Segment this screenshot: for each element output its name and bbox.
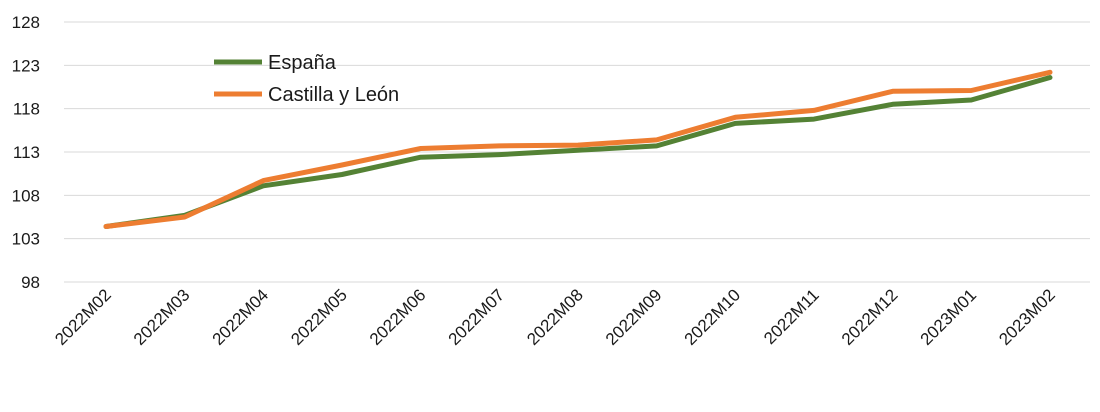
data-point [733, 115, 738, 120]
data-point [182, 215, 187, 220]
x-tick-label: 2022M10 [681, 285, 745, 349]
data-point [890, 89, 895, 94]
x-axis-tick-labels: 2022M02 2022M03 2022M04 2022M05 2022M06 2022M… [51, 285, 1059, 349]
data-point [340, 172, 345, 177]
data-point [969, 88, 974, 93]
data-point [497, 152, 502, 157]
legend: España Castilla y León [214, 52, 399, 106]
x-tick-label: 2022M11 [760, 285, 823, 348]
x-tick-label: 2022M05 [287, 285, 351, 349]
y-tick-label: 118 [13, 100, 40, 119]
series-line-0 [103, 75, 1053, 229]
data-point [104, 224, 109, 229]
data-point [497, 143, 502, 148]
data-point [576, 148, 581, 153]
y-tick-label: 113 [13, 143, 40, 162]
data-point [812, 117, 817, 122]
data-point [418, 155, 423, 160]
y-tick-label: 128 [12, 13, 40, 32]
data-point [261, 178, 266, 183]
x-tick-label: 2022M02 [51, 285, 115, 349]
series-lines [103, 69, 1053, 229]
data-point [890, 102, 895, 107]
y-tick-label: 103 [12, 230, 40, 249]
x-tick-label: 2022M06 [366, 285, 430, 349]
data-point [418, 146, 423, 151]
x-tick-label: 2022M09 [602, 285, 666, 349]
y-axis-tick-labels: 98 103 108 113 118 123 128 [12, 13, 40, 292]
x-tick-label: 2022M04 [209, 285, 273, 349]
y-tick-label: 123 [12, 56, 40, 75]
series-line-1 [103, 69, 1053, 229]
x-tick-label: 2022M12 [838, 285, 902, 349]
x-tick-label: 2023M02 [995, 285, 1059, 349]
x-tick-label: 2022M08 [523, 285, 587, 349]
x-tick-label: 2022M03 [130, 285, 194, 349]
data-point [969, 98, 974, 103]
x-tick-label: 2022M07 [445, 285, 509, 349]
data-point [340, 163, 345, 168]
y-tick-label: 108 [12, 186, 40, 205]
data-point [1048, 70, 1053, 75]
data-point [576, 143, 581, 148]
data-point [812, 108, 817, 113]
data-point [654, 143, 659, 148]
legend-label-castilla-y-leon: Castilla y León [268, 84, 399, 106]
data-point [733, 121, 738, 126]
data-point [1048, 75, 1053, 80]
x-tick-label: 2023M01 [917, 285, 981, 349]
data-point [654, 137, 659, 142]
y-tick-label: 98 [21, 273, 40, 292]
legend-label-espana: España [268, 52, 337, 74]
